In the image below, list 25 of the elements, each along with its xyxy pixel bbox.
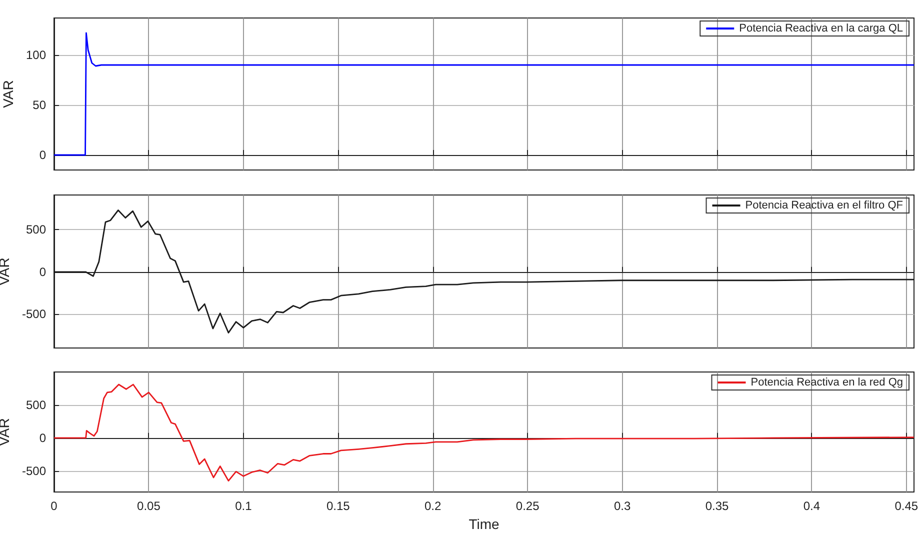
y-tick-label: -500 [22, 464, 46, 478]
x-tick-label: 0.05 [137, 499, 161, 513]
y-axis-title: VAR [0, 80, 16, 108]
y-tick-label: -500 [22, 307, 46, 322]
x-tick-label: 0.2 [424, 499, 442, 513]
y-tick-label: 0 [39, 430, 46, 445]
x-tick-label: 0.4 [803, 499, 820, 513]
legend-label: Potencia Reactiva en el filtro QF [745, 200, 904, 212]
x-tick-label: 0.3 [614, 499, 631, 513]
x-tick-label: 0.25 [516, 499, 540, 513]
x-tick-label: 0.15 [326, 499, 350, 513]
y-tick-label: 50 [32, 98, 46, 112]
line-series [53, 32, 915, 156]
x-tick-label: 0.45 [894, 499, 918, 513]
x-axis-title: Time [468, 516, 500, 532]
y-tick-label: 500 [26, 222, 46, 237]
y-tick-label: 500 [26, 398, 46, 412]
legend-label: Potencia Reactiva en la red Qg [750, 376, 904, 388]
x-tick-label: 0.35 [705, 499, 729, 513]
x-tick-label: 0.1 [235, 499, 252, 513]
x-tick-label: 0 [50, 499, 58, 513]
legend-label: Potencia Reactiva en la carga QL [739, 22, 904, 34]
y-tick-label: 0 [39, 264, 46, 279]
y-tick-label: 0 [39, 148, 46, 162]
y-tick-label: 100 [26, 48, 46, 62]
